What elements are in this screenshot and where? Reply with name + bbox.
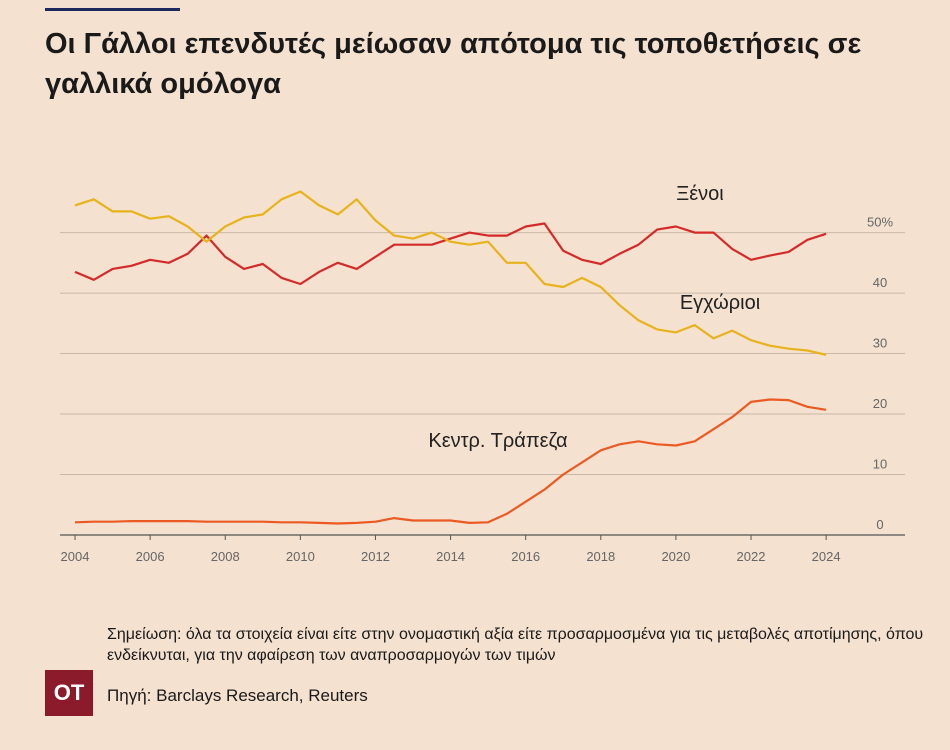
series-line [74,222,827,286]
y-tick-label: 40 [873,275,887,290]
x-tick-label: 2010 [286,549,315,564]
y-tick-label: 50% [867,215,893,230]
series-label: Κεντρ. Τράπεζα [428,430,567,452]
y-tick-label: 10 [873,457,887,472]
x-tick-label: 2022 [737,549,766,564]
x-tick-label: 2014 [436,549,465,564]
y-tick-label: 0 [876,517,883,532]
y-tick-label: 20 [873,396,887,411]
x-tick-label: 2008 [211,549,240,564]
x-tick-label: 2016 [511,549,540,564]
x-tick-label: 2004 [61,549,90,564]
top-bar [45,8,180,11]
series-label: Ξένοι [676,183,723,205]
series-label: Εγχώριοι [680,292,760,314]
x-tick-label: 2006 [136,549,165,564]
source: Πηγή: Barclays Research, Reuters [107,686,368,705]
series-line [74,398,827,525]
series-line [74,190,827,356]
x-tick-label: 2012 [361,549,390,564]
x-tick-label: 2020 [661,549,690,564]
x-tick-label: 2018 [586,549,615,564]
y-tick-label: 30 [873,336,887,351]
chart: 0 10 20 30 40 50% 2004 2006 2008 2010 2012 2014 2016… [60,183,905,564]
x-tick-label: 2024 [812,549,841,564]
logo: OT [45,670,93,716]
note: Σημείωση: όλα τα στοιχεία είναι είτε στη… [107,626,924,664]
chart-title: Οι Γάλλοι επενδυτές μείωσαν απότομα τις … [45,28,862,100]
